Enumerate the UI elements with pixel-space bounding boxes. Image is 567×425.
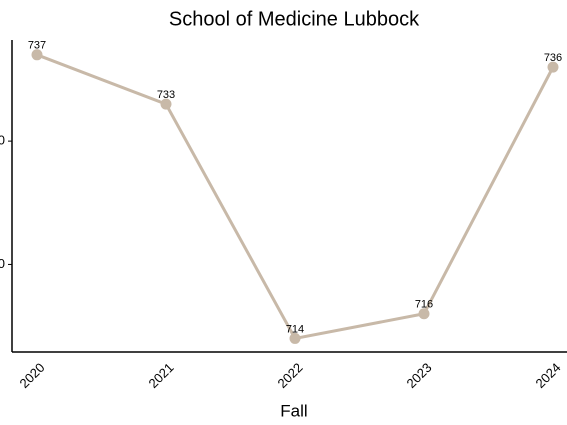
x-tick-label: 2021 [145, 360, 176, 391]
data-label: 714 [286, 323, 304, 335]
line [36, 53, 555, 341]
x-tick-label: 2022 [274, 360, 305, 391]
point [547, 61, 559, 73]
data-label: 737 [28, 40, 46, 52]
point [289, 332, 301, 344]
point [160, 98, 172, 110]
chart-title: School of Medicine Lubbock [169, 8, 420, 30]
data-label: 716 [415, 299, 433, 311]
y-tick-label: 720 [0, 256, 5, 271]
data-label: 733 [157, 89, 175, 101]
point [31, 49, 43, 61]
x-tick-label: 2020 [16, 360, 47, 391]
x-tick-label: 2024 [532, 360, 563, 391]
y-tick-label: 730 [0, 133, 5, 148]
x-axis-label: Fall [280, 401, 307, 420]
x-tick-label: 2023 [403, 360, 434, 391]
data-label: 736 [544, 52, 562, 64]
point [418, 308, 430, 320]
